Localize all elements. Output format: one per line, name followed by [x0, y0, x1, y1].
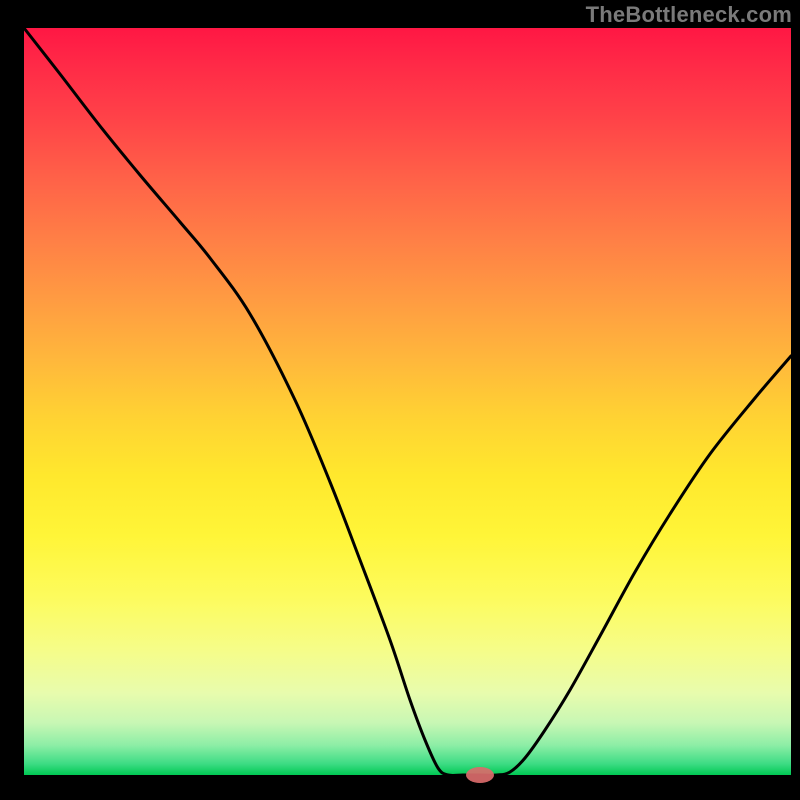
- bottleneck-chart: [0, 0, 800, 800]
- optimal-marker: [466, 767, 494, 783]
- chart-plot-area: [24, 28, 791, 775]
- watermark-text: TheBottleneck.com: [586, 2, 792, 28]
